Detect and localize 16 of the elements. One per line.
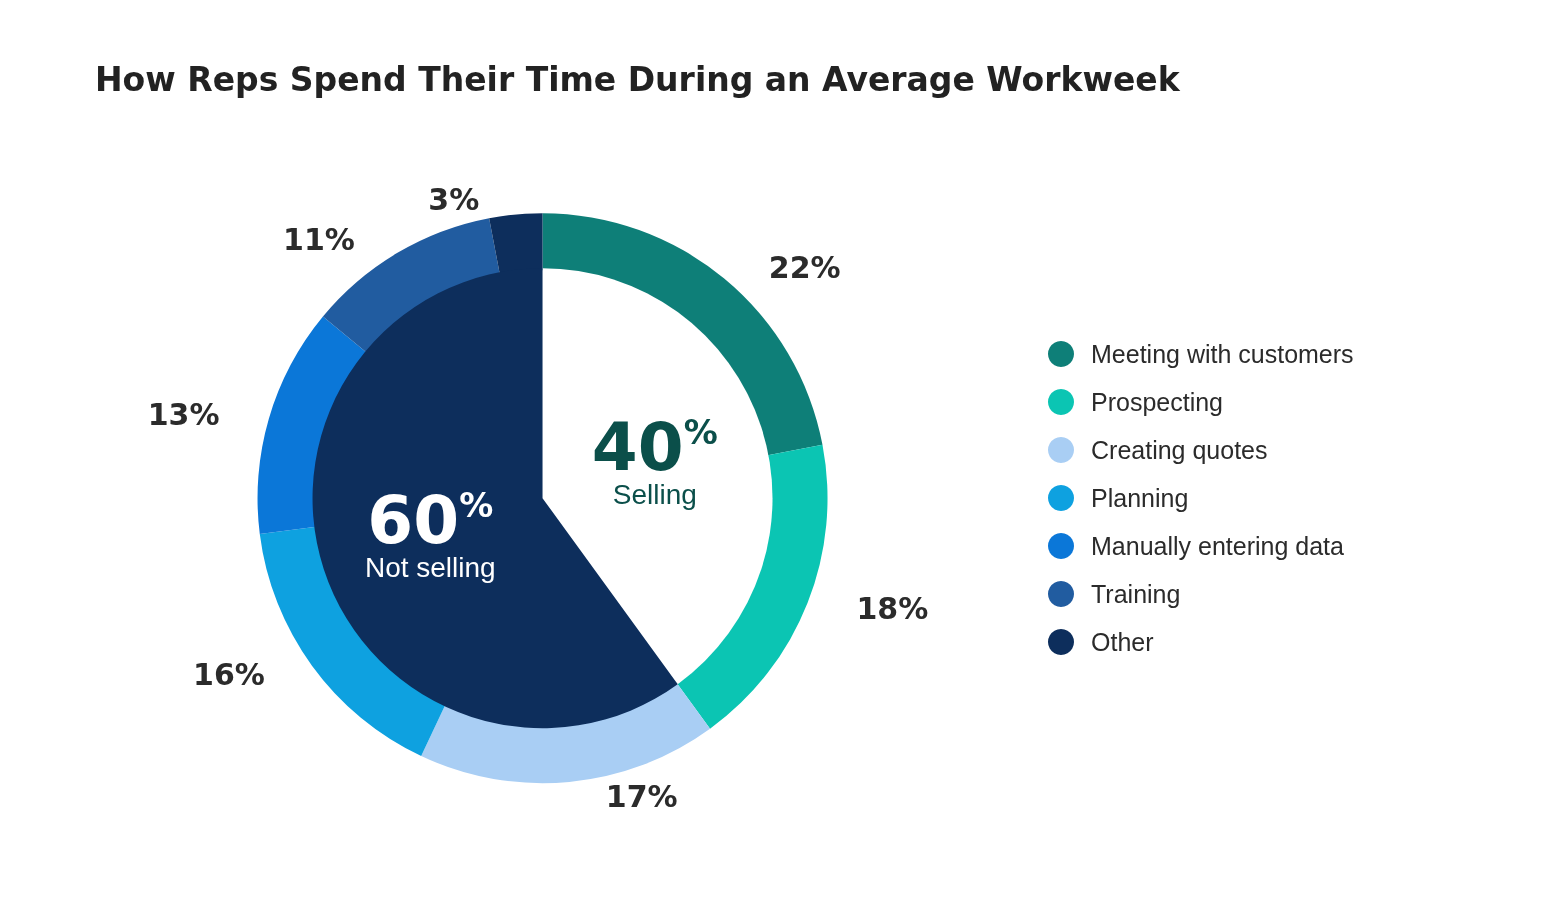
- data-label: 18%: [856, 591, 929, 627]
- legend-label: Prospecting: [1091, 388, 1224, 416]
- legend-label: Planning: [1091, 484, 1189, 512]
- chart-title: How Reps Spend Their Time During an Average Workweek: [95, 60, 1181, 99]
- legend-label: Meeting with customers: [1091, 340, 1354, 368]
- legend-label: Creating quotes: [1091, 436, 1268, 464]
- data-label: 17%: [605, 779, 678, 815]
- data-label: 22%: [768, 249, 841, 285]
- data-label: 16%: [193, 657, 265, 693]
- data-label: 11%: [283, 222, 355, 258]
- data-label: 13%: [147, 396, 220, 432]
- legend-label: Training: [1091, 580, 1181, 608]
- data-label: 3%: [428, 182, 480, 218]
- legend-label: Other: [1091, 628, 1154, 656]
- legend-label: Manually entering data: [1091, 532, 1345, 560]
- slice-label: Not selling: [364, 552, 496, 584]
